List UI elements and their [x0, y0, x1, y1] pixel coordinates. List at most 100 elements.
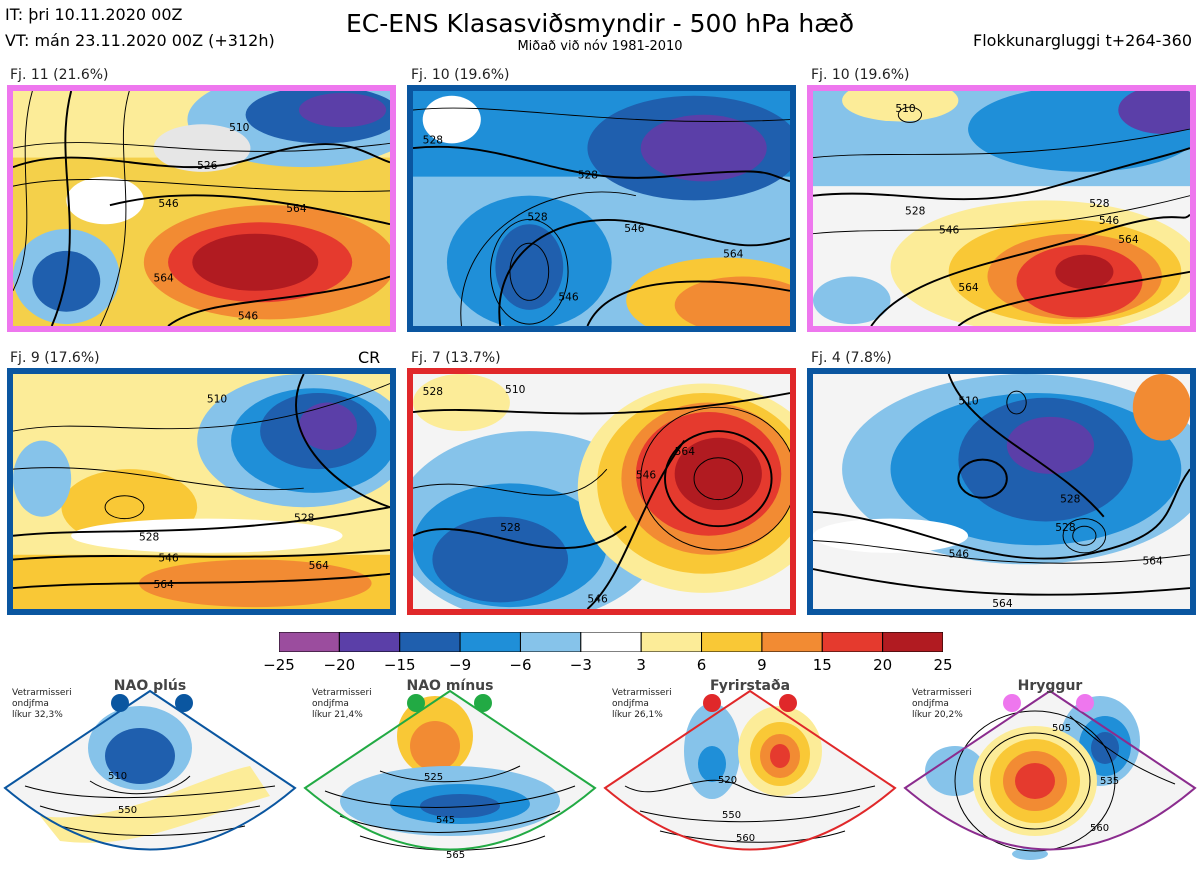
svg-text:510: 510 [895, 103, 916, 115]
colorbar-tick-label: 9 [757, 656, 767, 674]
page-title: EC-ENS Klasasviðsmyndir - 500 hPa hæð [345, 9, 855, 38]
svg-text:528: 528 [500, 522, 520, 534]
svg-text:546: 546 [949, 549, 970, 561]
svg-text:564: 564 [154, 272, 175, 284]
svg-text:564: 564 [675, 446, 696, 458]
colorbar-swatch [338, 632, 401, 652]
panel-4-label: Fj. 9 (17.6%) [10, 350, 100, 366]
regime-marker-dot [474, 694, 492, 712]
regime-name: Hryggur [1017, 678, 1083, 694]
svg-text:528: 528 [1089, 198, 1109, 210]
panel-5-label: Fj. 7 (13.7%) [411, 350, 501, 366]
svg-text:546: 546 [939, 225, 960, 237]
cluster-map-panel: 510 528 528 546 564 564 [7, 368, 396, 615]
svg-text:510: 510 [505, 384, 526, 396]
contour-label: 520 [718, 775, 737, 786]
svg-text:564: 564 [992, 598, 1013, 609]
regime-map: 520 550 560 [603, 689, 897, 851]
regime-note: Vetrarmisseri ondjfma líkur 21,4% [312, 688, 372, 720]
svg-text:546: 546 [587, 593, 608, 605]
colorbar-tick-label: −20 [323, 656, 356, 674]
contour-label: 550 [118, 805, 137, 816]
page-subtitle: Miðað við nóv 1981-2010 [517, 39, 683, 54]
regime-marker-dot [175, 694, 193, 712]
svg-text:528: 528 [423, 386, 443, 398]
colorbar-swatch [399, 632, 461, 652]
svg-text:510: 510 [229, 122, 250, 134]
contour-label: 510 [108, 771, 127, 782]
cluster-map: 510 528 528 546 564 564 [13, 374, 390, 609]
svg-text:546: 546 [636, 470, 657, 482]
colorbar-tick-label: −6 [509, 656, 532, 674]
regime-marker-dot [111, 694, 129, 712]
svg-text:528: 528 [578, 170, 598, 182]
regime-ridge: 505 535 560 Hryggur Vetrarmisseri ondjfma… [900, 676, 1200, 871]
svg-text:526: 526 [197, 160, 218, 172]
contour-label: 505 [1052, 723, 1071, 734]
cluster-map: 510 526 546 564 564 546 [13, 91, 390, 326]
svg-text:546: 546 [238, 310, 259, 322]
colorbar-swatch [761, 632, 823, 652]
cluster-map-panel: 510 526 546 564 564 546 [7, 85, 396, 332]
regime-note: Vetrarmisseri ondjfma líkur 20,2% [912, 688, 972, 720]
colorbar-swatch [580, 632, 642, 652]
contour-label: 565 [446, 850, 465, 861]
svg-text:546: 546 [624, 223, 645, 235]
svg-text:528: 528 [527, 211, 547, 223]
svg-text:546: 546 [158, 553, 179, 565]
colorbar-tick-label: 25 [933, 656, 953, 674]
regime-nao-plus: 510 550 NAO plús Vetrarmisseri ondjfma lík… [0, 676, 300, 871]
cluster-map: 510 528 528 546 564 546 [413, 374, 790, 609]
colorbar-tick-label: 15 [812, 656, 832, 674]
cluster-map-panel: 510 528 528 546 564 546 [407, 368, 796, 615]
svg-text:564: 564 [958, 282, 979, 294]
regime-map: 510 550 [3, 689, 297, 851]
valid-time: VT: mán 23.11.2020 00Z (+312h) [5, 31, 275, 50]
cluster-map-panel: 510 528 528 546 546 564 564 [807, 85, 1196, 332]
colorbar [279, 632, 943, 652]
svg-text:546: 546 [158, 198, 179, 210]
cluster-map-panel: 528 528 528 546 564 546 [407, 85, 796, 332]
cluster-map: 510 528 528 546 546 564 564 [813, 91, 1190, 326]
panel-1-label: Fj. 11 (21.6%) [10, 67, 109, 83]
colorbar-tick-label: −25 [263, 656, 295, 674]
cluster-map: 528 528 528 546 564 546 [413, 91, 790, 326]
colorbar-tick-label: −15 [383, 656, 416, 674]
svg-text:546: 546 [558, 291, 579, 303]
regime-map: 525 545 565 [303, 689, 597, 861]
regime-marker-dot [703, 694, 721, 712]
regime-note: Vetrarmisseri ondjfma líkur 32,3% [12, 688, 72, 720]
colorbar-swatch [701, 632, 763, 652]
colorbar-swatch [882, 632, 943, 652]
contour-label: 550 [722, 810, 741, 821]
svg-text:564: 564 [1143, 555, 1164, 567]
colorbar-swatch [279, 632, 340, 652]
svg-text:510: 510 [958, 396, 979, 408]
svg-text:528: 528 [1055, 522, 1075, 534]
svg-text:528: 528 [905, 206, 925, 218]
regime-name: NAO mínus [406, 678, 494, 694]
svg-text:564: 564 [723, 249, 744, 261]
regime-marker-dot [407, 694, 425, 712]
colorbar-swatch [821, 632, 884, 652]
colorbar-tick-label: −9 [449, 656, 472, 674]
initial-time: IT: þri 10.11.2020 00Z [5, 5, 183, 24]
svg-text:510: 510 [207, 394, 228, 406]
regime-nao-minus: 525 545 565 NAO mínus Vetrarmisseri ondjf… [300, 676, 600, 871]
cluster-map-panel: 510 528 528 546 564 564 [807, 368, 1196, 615]
cluster-map: 510 528 528 546 564 564 [813, 374, 1190, 609]
colorbar-swatch [640, 632, 703, 652]
cr-marker: CR [358, 348, 381, 367]
regime-blocking: 520 550 560 Fyrirstaða Vetrarmisseri ondj… [600, 676, 900, 871]
classification-window: Flokkunargluggi t+264-360 [973, 31, 1192, 50]
contour-label: 535 [1100, 776, 1119, 787]
colorbar-tick-label: 6 [696, 656, 707, 674]
colorbar-tick-label: 20 [873, 656, 893, 674]
svg-text:564: 564 [1118, 234, 1139, 246]
svg-text:564: 564 [286, 203, 307, 215]
colorbar-tick-label: 3 [636, 656, 646, 674]
svg-text:564: 564 [309, 560, 330, 572]
svg-text:528: 528 [139, 532, 159, 544]
contour-label: 525 [424, 772, 443, 783]
regime-map: 505 535 560 [903, 689, 1197, 860]
